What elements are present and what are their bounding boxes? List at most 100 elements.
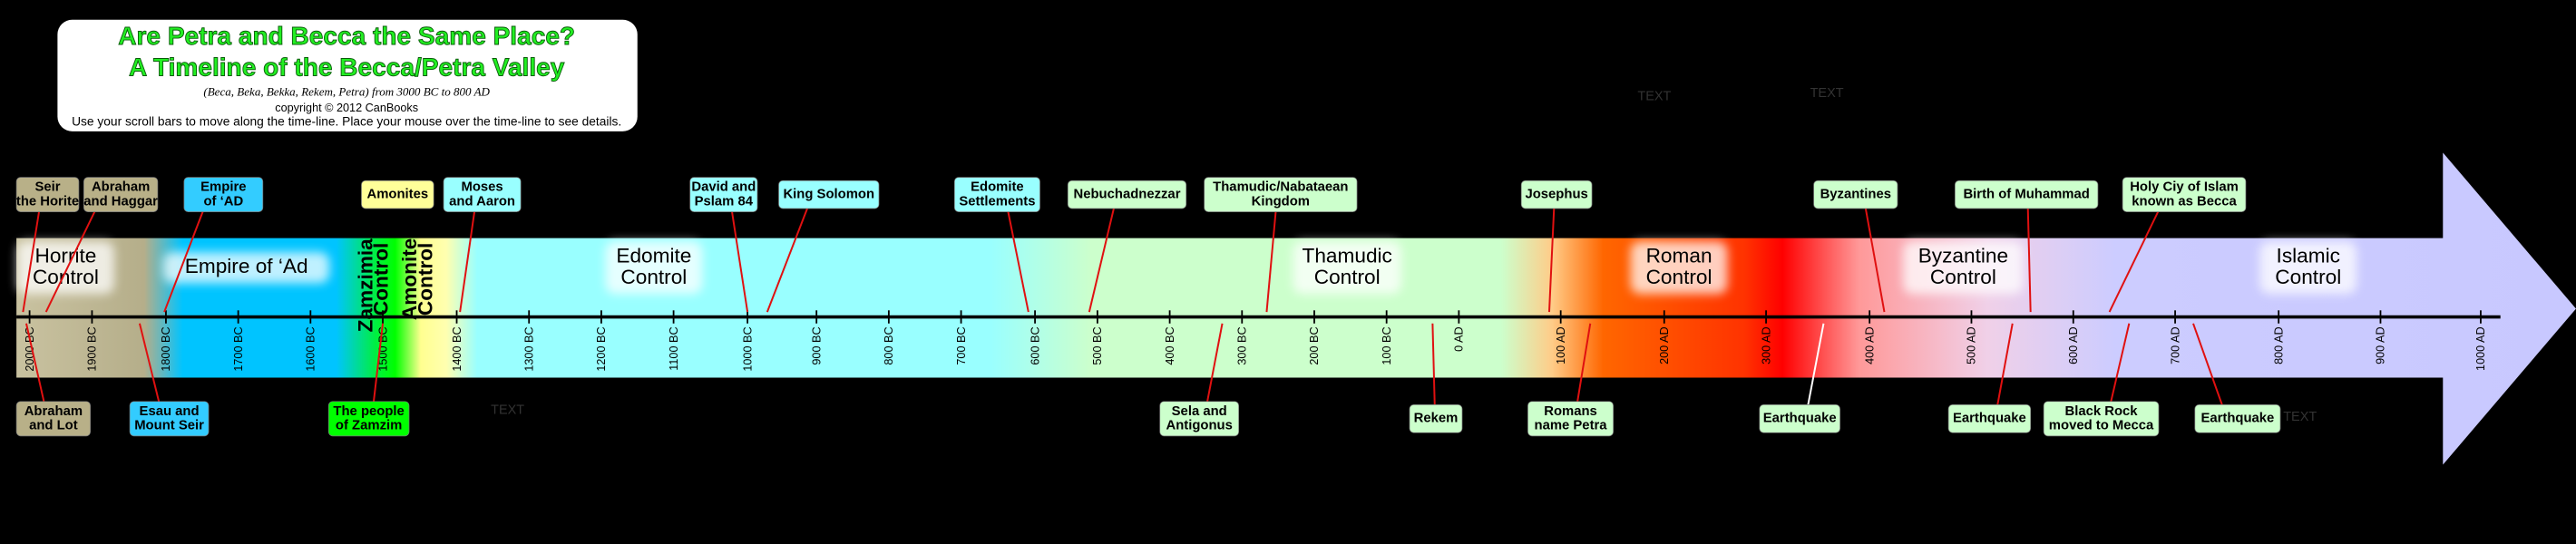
- placeholder-text: TEXT: [1810, 86, 1844, 101]
- event-label: Josephus: [1525, 188, 1587, 202]
- era-glow: [1630, 241, 1728, 295]
- era-text: Zamzimian: [354, 226, 376, 332]
- tick-label: 500 BC: [1091, 326, 1104, 364]
- tick-label: 1800 BC: [160, 326, 172, 371]
- event-label: Amonites: [366, 188, 428, 202]
- tick-label: 0 AD: [1453, 326, 1466, 351]
- event-label: name Petra: [1535, 419, 1608, 433]
- tick-label: 300 BC: [1236, 326, 1249, 364]
- event-label: Mount Seir: [134, 419, 204, 433]
- era-text: Control: [414, 243, 436, 316]
- pointer-line: [22, 211, 41, 313]
- event-label: and Haggar: [83, 195, 158, 209]
- event-box: [2043, 401, 2160, 437]
- pointer-line: [1996, 323, 2014, 405]
- event-label: Nebuchadnezzar: [1074, 188, 1181, 202]
- era-glow: [1903, 241, 2024, 295]
- era-text: Control: [370, 243, 393, 316]
- tick-label: 200 BC: [1308, 326, 1321, 364]
- event-label: Black Rock: [2065, 404, 2139, 419]
- event-box: [1067, 180, 1187, 209]
- event-box: [1520, 180, 1593, 209]
- tick-label: 400 AD: [1863, 326, 1876, 364]
- event-label: Earthquake: [1953, 412, 2026, 426]
- event-label: Holy Ciy of Islam: [2130, 180, 2239, 195]
- event-box: [1954, 180, 2099, 209]
- event-box: [1527, 401, 1614, 437]
- pointer-line: [2110, 323, 2131, 403]
- pointer-line: [1547, 208, 1556, 313]
- event-label: Seir: [34, 180, 60, 195]
- event-box: [1409, 404, 1463, 433]
- event-label: Byzantines: [1820, 188, 1891, 202]
- tick-label: 900 BC: [810, 326, 823, 364]
- tick-label: 600 BC: [1029, 326, 1041, 364]
- placeholder-text: TEXT: [1637, 90, 1671, 104]
- event-label: Abraham: [92, 180, 150, 195]
- event-box: [1813, 180, 1898, 209]
- event-label: Empire: [200, 180, 246, 195]
- title-line: Are Petra and Becca the Same Place?: [118, 22, 575, 50]
- event-box: [183, 177, 264, 212]
- event-box: [1204, 177, 1358, 212]
- pointer-line: [731, 211, 749, 313]
- event-label: Earthquake: [2200, 412, 2274, 426]
- tick-label: 1100 BC: [668, 326, 680, 370]
- pointer-line: [2026, 208, 2032, 313]
- event-label: Thamudic/Nabataean: [1213, 180, 1348, 195]
- tick-label: 700 BC: [955, 326, 968, 364]
- event-box: [129, 401, 210, 437]
- copyright: copyright © 2012 CanBooks: [275, 102, 418, 114]
- era-text: Control: [1646, 266, 1712, 288]
- era-glow: [1293, 241, 1401, 295]
- pointer-line: [766, 208, 808, 313]
- event-label: known as Becca: [2132, 195, 2237, 209]
- timeline-arrow: [16, 152, 2576, 465]
- event-label: Settlements: [959, 195, 1035, 209]
- event-box: [15, 177, 80, 212]
- event-box: [83, 177, 159, 212]
- tick-label: 800 BC: [883, 326, 895, 364]
- event-label: Antigonus: [1166, 419, 1232, 433]
- event-label: of Zamzim: [336, 419, 402, 433]
- event-label: Rekem: [1414, 412, 1459, 426]
- tick-label: 300 AD: [1760, 326, 1772, 364]
- era-text: Control: [620, 266, 687, 288]
- pointer-line: [373, 323, 385, 402]
- event-box: [689, 177, 758, 212]
- pointer-line: [1576, 323, 1592, 402]
- era-text: Control: [33, 266, 99, 288]
- tick-label: 1000 BC: [741, 326, 754, 371]
- tick-label: 1300 BC: [522, 326, 535, 371]
- tick-label: 1600 BC: [305, 326, 317, 371]
- era-glow: [163, 251, 330, 284]
- tick-label: 1500 BC: [376, 326, 389, 371]
- event-label: Moses: [461, 180, 503, 195]
- event-label: and Lot: [29, 419, 78, 433]
- event-label: of ‘AD: [203, 195, 243, 209]
- instructions: Use your scroll bars to move along the t…: [72, 115, 621, 129]
- pointer-line: [459, 211, 476, 313]
- era-label: Empire of ‘Ad: [185, 255, 308, 277]
- tick-label: 1700 BC: [232, 326, 245, 371]
- pointer-line: [163, 211, 204, 313]
- era-text: Amonite: [398, 238, 421, 320]
- era-text: Empire of ‘Ad: [185, 255, 308, 277]
- event-label: Edomite: [971, 180, 1024, 195]
- event-label: Earthquake: [1763, 412, 1837, 426]
- pointer-line: [25, 323, 45, 403]
- tick-label: 1000 AD: [2474, 326, 2487, 371]
- event-box: [1759, 404, 1840, 433]
- tick-label: 1200 BC: [595, 326, 608, 371]
- tick-label: 200 AD: [1658, 326, 1671, 364]
- tick-label: 700 AD: [2169, 326, 2181, 364]
- pointer-line: [1431, 323, 1436, 405]
- event-box: [443, 177, 522, 212]
- era-glow: [605, 241, 703, 295]
